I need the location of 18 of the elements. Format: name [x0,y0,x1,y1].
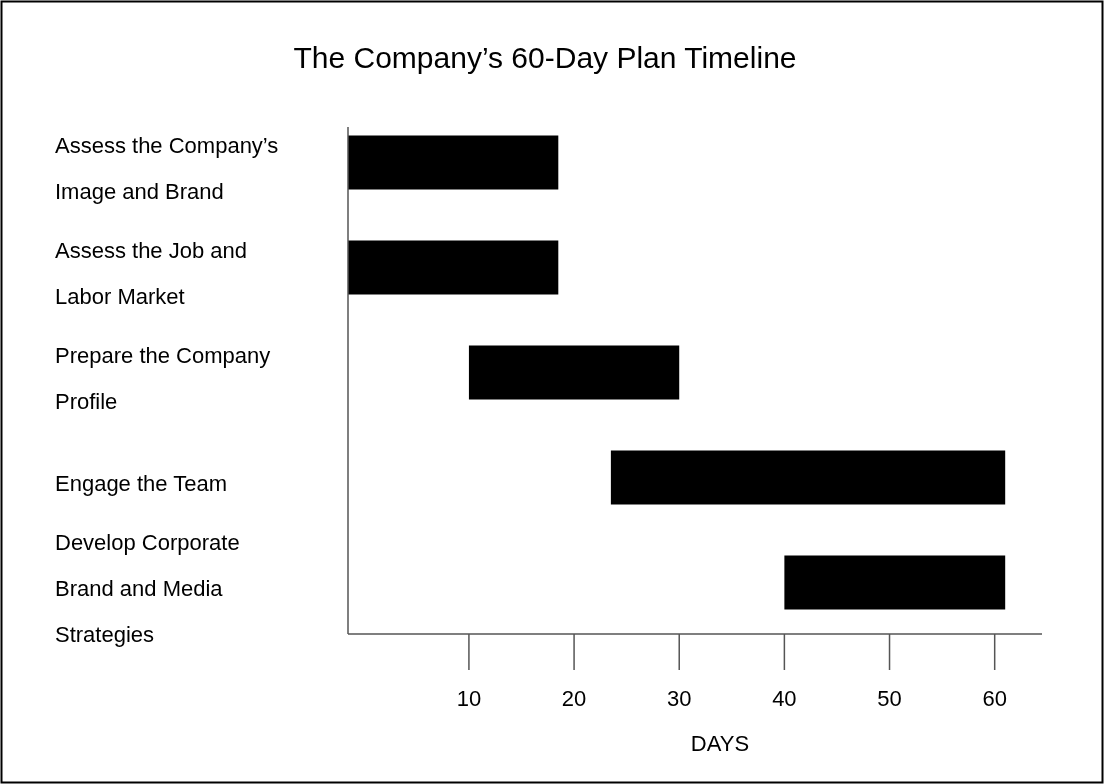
x-tick-label: 50 [877,685,902,711]
x-tick-label: 60 [982,685,1007,711]
y-tick-label: Prepare the Company Profile [55,342,271,414]
x-tick-label: 40 [772,685,797,711]
bar [468,345,680,400]
bar [610,450,1006,505]
x-tick-label: 30 [666,685,692,711]
bar [348,240,559,295]
y-tick-label: Assess the Company’s Image and Brand [55,132,279,204]
y-tick-label: Develop Corporate Brand and Media Strategies [55,529,240,647]
y-tick-label: Assess the Job and Labor Market [55,237,248,309]
bar [784,555,1006,610]
x-axis-title: DAYS [690,730,750,756]
chart-title: The Company’s 60-Day Plan Timeline [293,40,797,74]
x-tick-label: 20 [561,685,587,711]
x-tick-label: 10 [456,685,482,711]
bar [348,135,559,190]
y-tick-label: Engage the Team [55,470,228,496]
